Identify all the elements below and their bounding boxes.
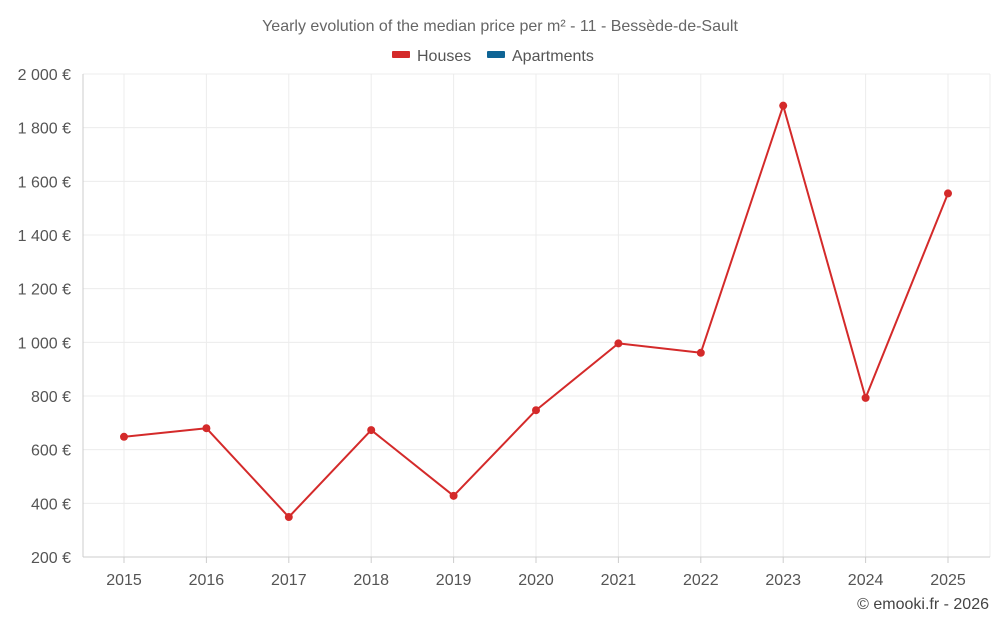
x-tick-label: 2019: [436, 572, 472, 589]
x-tick-label: 2025: [930, 572, 966, 589]
data-point-houses[interactable]: [367, 426, 376, 435]
data-point-houses[interactable]: [779, 101, 788, 110]
data-point-houses[interactable]: [861, 393, 870, 402]
x-tick-label: 2022: [683, 572, 719, 589]
x-tick-label: 2021: [601, 572, 637, 589]
x-tick-label: 2018: [353, 572, 389, 589]
legend-label-apartments: Apartments: [512, 48, 594, 65]
data-point-houses[interactable]: [614, 339, 623, 348]
legend-item-houses[interactable]: Houses: [392, 48, 471, 65]
axes: 200 € 400 € 600 € 800 € 1 000 € 1 200 € 1 400 …: [18, 67, 990, 589]
x-tick-label: 2017: [271, 572, 307, 589]
legend-item-apartments[interactable]: Apartments: [487, 48, 594, 65]
y-tick-label: 1 200 €: [18, 282, 71, 299]
x-tick-label: 2016: [189, 572, 225, 589]
data-point-houses[interactable]: [944, 189, 952, 198]
y-tick-label: 1 000 €: [18, 335, 71, 352]
data-point-houses[interactable]: [120, 432, 128, 441]
x-tick-label: 2020: [518, 572, 554, 589]
legend-swatch-apartments: [487, 51, 505, 58]
y-tick-label: 600 €: [31, 443, 71, 460]
y-tick-label: 1 600 €: [18, 174, 71, 191]
data-point-houses[interactable]: [284, 513, 293, 522]
legend: Houses Apartments: [392, 48, 594, 65]
x-tick-label: 2024: [848, 572, 884, 589]
y-tick-label: 400 €: [31, 496, 71, 513]
x-tick-label: 2023: [765, 572, 801, 589]
y-tick-label: 200 €: [31, 550, 71, 567]
gridlines: [83, 73, 991, 557]
legend-swatch-houses: [392, 51, 410, 58]
data-point-houses[interactable]: [532, 406, 540, 415]
y-tick-label: 800 €: [31, 389, 71, 406]
data-point-houses[interactable]: [202, 424, 211, 433]
series-houses: [120, 101, 952, 522]
credit-text: © emooki.fr - 2026: [857, 596, 989, 613]
y-tick-label: 1 800 €: [18, 121, 71, 138]
x-tick-label: 2015: [106, 572, 142, 589]
chart-title: Yearly evolution of the median price per…: [262, 18, 738, 35]
legend-label-houses: Houses: [417, 48, 471, 65]
y-tick-label: 1 400 €: [18, 228, 71, 245]
y-tick-label: 2 000 €: [18, 67, 71, 84]
data-point-houses[interactable]: [696, 348, 705, 357]
data-point-houses[interactable]: [449, 491, 458, 500]
